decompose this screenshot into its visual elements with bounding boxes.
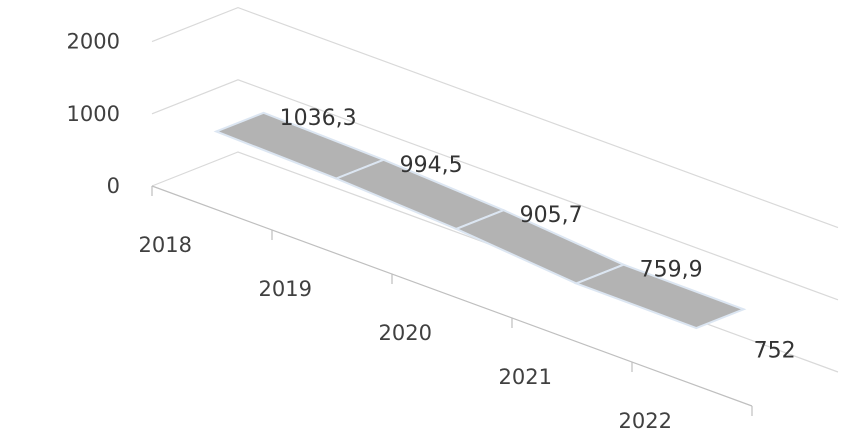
- data-series: [213, 111, 747, 330]
- category-axis-line: [151, 185, 753, 407]
- category-label: 2021: [499, 365, 552, 389]
- data-label: 994,5: [400, 153, 463, 178]
- data-label: 752: [754, 338, 796, 363]
- data-label: 759,9: [640, 258, 703, 283]
- category-label: 2020: [379, 321, 432, 345]
- data-label: 905,7: [520, 203, 583, 228]
- category-axis: [151, 185, 753, 416]
- category-label: 2018: [139, 233, 192, 257]
- gridlines: [151, 6, 839, 373]
- gridline: [151, 6, 839, 229]
- gridline: [151, 79, 839, 301]
- y-tick-label: 2000: [67, 30, 120, 54]
- y-axis-tick-labels: 0 1000 2000: [67, 30, 120, 198]
- data-labels: 1036,3 994,5 905,7 759,9 752: [280, 106, 796, 364]
- category-label: 2019: [259, 277, 312, 301]
- category-label: 2022: [619, 409, 672, 433]
- series-ribbon-segment: [573, 263, 747, 330]
- data-label: 1036,3: [280, 106, 357, 131]
- y-tick-label: 1000: [67, 102, 120, 126]
- x-axis-tick-labels: 2018 2019 2020 2021 2022: [139, 233, 672, 433]
- y-tick-label: 0: [107, 174, 120, 198]
